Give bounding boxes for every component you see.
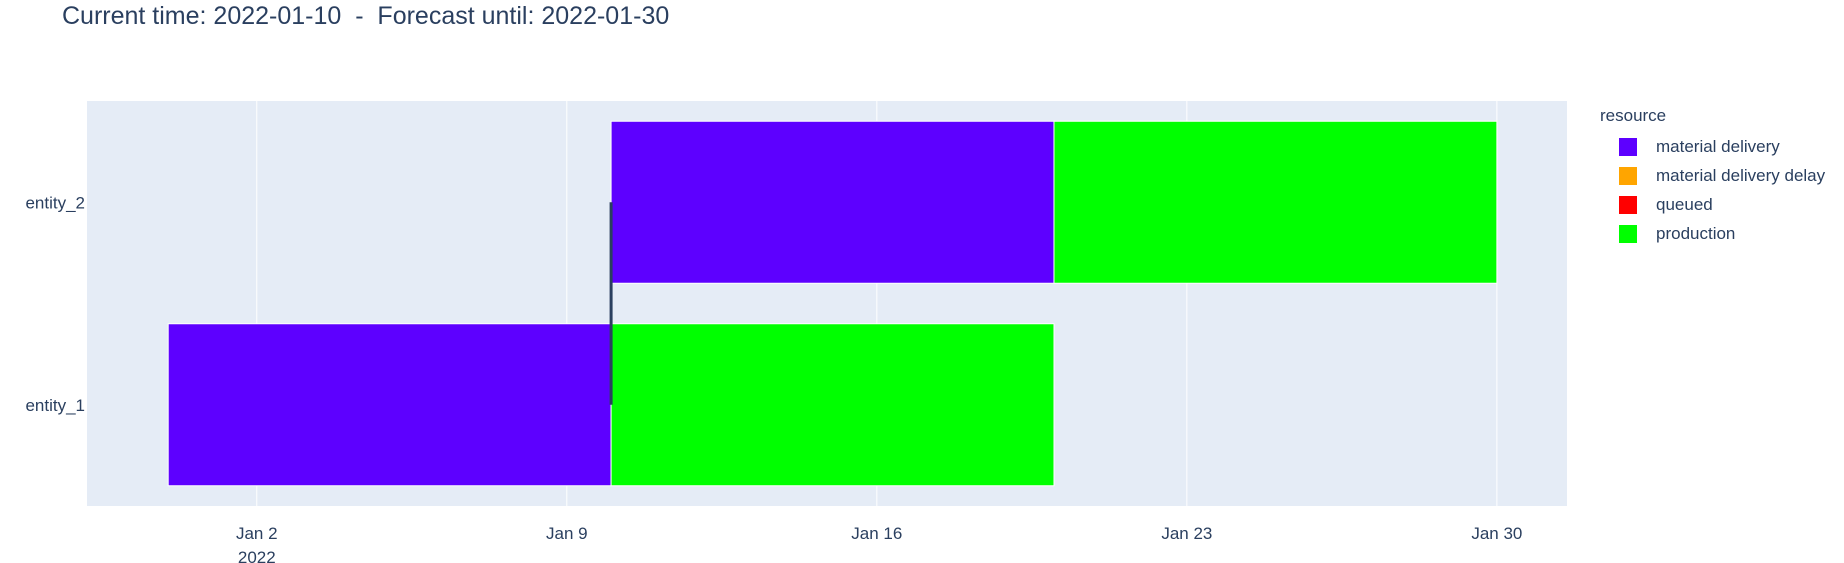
legend-swatch bbox=[1619, 224, 1637, 243]
legend-swatch bbox=[1619, 195, 1637, 214]
y-tick-label: entity_1 bbox=[25, 396, 85, 415]
legend-label: material delivery bbox=[1656, 136, 1780, 156]
gantt-bar-entity_2-production bbox=[1053, 120, 1498, 284]
x-tick-label: Jan 30 bbox=[1471, 524, 1522, 543]
legend-item-material-delivery-delay[interactable]: material delivery delay bbox=[1600, 161, 1825, 190]
legend-title: resource bbox=[1600, 106, 1667, 125]
legend-swatch bbox=[1619, 137, 1637, 156]
x-tick-label: Jan 9 bbox=[546, 524, 588, 543]
legend-item-material-delivery[interactable]: material delivery bbox=[1600, 132, 1825, 161]
x-tick-label: Jan 2 bbox=[236, 524, 278, 543]
legend-label: queued bbox=[1656, 194, 1713, 214]
legend-label: material delivery delay bbox=[1656, 165, 1826, 185]
x-tick-label: Jan 16 bbox=[851, 524, 902, 543]
chart-title: Current time: 2022-01-10 - Forecast unti… bbox=[62, 2, 670, 30]
legend-item-queued[interactable]: queued bbox=[1600, 190, 1825, 219]
legend: resource material delivery material deli… bbox=[1600, 106, 1825, 248]
gantt-bar-entity_2-material-delivery bbox=[610, 120, 1055, 284]
legend-item-production[interactable]: production bbox=[1600, 219, 1825, 248]
y-tick-label: entity_2 bbox=[25, 193, 85, 212]
gantt-bar-entity_1-production bbox=[610, 323, 1055, 487]
gantt-bar-entity_1-material-delivery bbox=[167, 323, 612, 487]
legend-swatch bbox=[1619, 166, 1637, 185]
x-tick-sublabel: 2022 bbox=[238, 548, 276, 563]
x-tick-label: Jan 23 bbox=[1161, 524, 1212, 543]
legend-label: production bbox=[1656, 223, 1736, 243]
